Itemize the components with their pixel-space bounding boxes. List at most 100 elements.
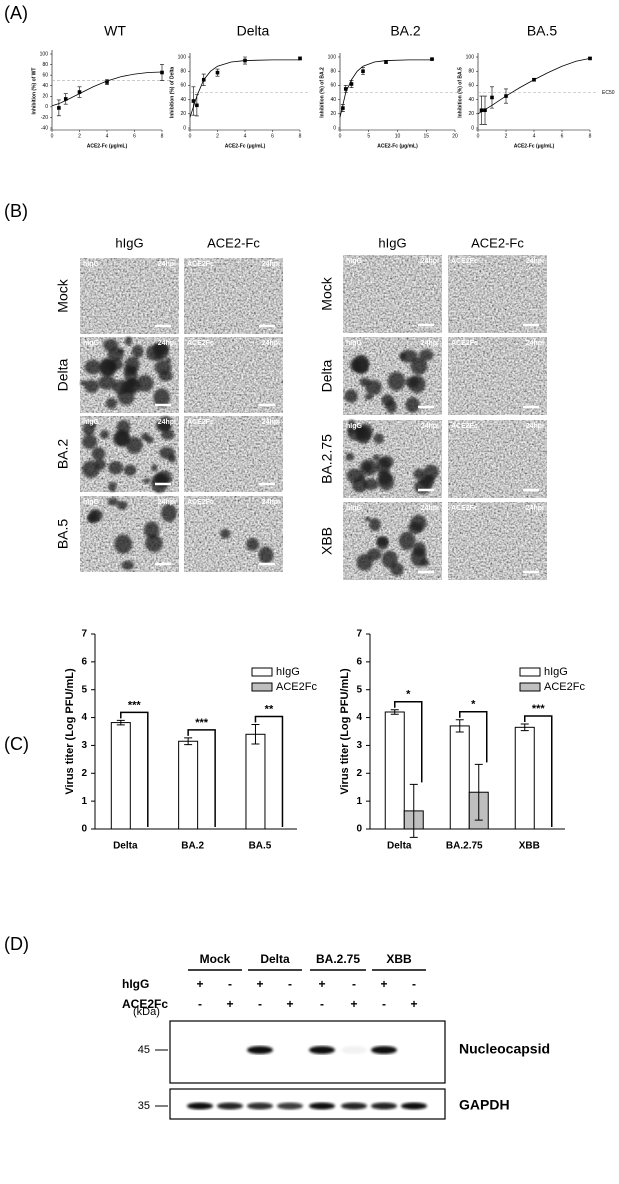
cytopathic-focus [373, 433, 384, 444]
lane-sign: + [286, 997, 293, 1011]
bar [449, 725, 470, 830]
significance-bracket [394, 701, 423, 783]
y-tick-label: -40 [41, 125, 48, 131]
y-tick-label: 7 [356, 629, 362, 640]
micrograph [184, 258, 283, 334]
data-point [349, 82, 354, 86]
cytopathic-focus [141, 432, 150, 441]
data-point [298, 56, 302, 61]
x-tick-label: 15 [423, 133, 429, 139]
cytopathic-focus [84, 359, 102, 375]
column-header: ACE2-Fc [207, 235, 260, 250]
data-point [191, 99, 196, 103]
cytopathic-focus [353, 425, 366, 435]
bar [178, 740, 199, 830]
image-tag: ACE2Fc [187, 261, 214, 268]
cytopathic-focus [400, 349, 418, 363]
data-point [195, 103, 199, 108]
x-tick-label: 0 [339, 133, 342, 139]
y-tick-label: 80 [180, 69, 186, 75]
cytopathic-focus [108, 461, 124, 475]
band [341, 1046, 367, 1054]
x-tick-label: 4 [244, 133, 247, 139]
data-point [77, 90, 82, 94]
x-tick-label: BA.5 [249, 841, 272, 852]
y-axis-title: Inhibition (%) of BA.2 [319, 67, 325, 118]
data-point [430, 57, 434, 61]
image-time: 24hpi [262, 419, 280, 426]
cytopathic-focus [412, 541, 426, 557]
lane-sign: + [256, 977, 263, 991]
column-header: hIgG [378, 235, 406, 250]
micrograph [448, 420, 547, 498]
panel-label: (A) [4, 3, 28, 23]
blot-frame [169, 1020, 446, 1084]
cytopathic-focus [410, 357, 428, 375]
cytopathic-focus [131, 344, 144, 359]
cytopathic-focus [387, 371, 406, 391]
y-tick-label: 7 [81, 629, 87, 640]
cytopathic-focus [158, 370, 173, 382]
cytopathic-focus [345, 452, 355, 462]
micrograph [448, 502, 547, 580]
lane-sign: + [196, 977, 203, 991]
data-point [361, 69, 365, 73]
cytopathic-focus [378, 473, 395, 491]
error-bar [409, 783, 418, 838]
image-tag: hIgG [346, 423, 362, 430]
x-tick-label: 10 [395, 133, 401, 139]
bar [245, 733, 266, 830]
row-label: ACE2Fc [122, 997, 168, 1011]
cytopathic-focus [405, 376, 420, 388]
data-point [243, 58, 247, 63]
row-label: BA.2.75 [319, 434, 335, 484]
y-tick-label: 0 [333, 125, 336, 131]
row-label: Mock [319, 276, 335, 310]
cytopathic-focus [100, 430, 110, 440]
image-tag: ACE2Fc [187, 340, 214, 347]
cytopathic-focus [358, 473, 366, 481]
row-label: BA.5 [55, 519, 71, 550]
image-tag: ACE2Fc [187, 499, 214, 506]
significance-bracket [459, 711, 488, 763]
cytopathic-focus [143, 521, 160, 539]
cytopathic-focus [142, 478, 151, 484]
image-tag: ACE2Fc [451, 258, 478, 265]
lane-sign: + [318, 977, 325, 991]
micrograph [80, 258, 179, 334]
significance-bracket [524, 715, 553, 827]
x-tick-label: Delta [387, 841, 412, 852]
cytopathic-focus [103, 338, 119, 352]
x-tick-label: 4 [533, 133, 536, 139]
cytopathic-focus [347, 426, 354, 434]
x-tick-label: 0 [189, 133, 192, 139]
cytopathic-focus [88, 510, 100, 524]
lane-sign: - [198, 997, 202, 1011]
image-time: 24hpi [421, 505, 439, 512]
image-tag: hIgG [346, 505, 362, 512]
significance-bracket [120, 711, 149, 827]
y-tick-label: 40 [330, 97, 336, 103]
image-time: 24hpi [526, 258, 544, 265]
error-bar [184, 737, 193, 746]
chart-title: BA.2 [390, 23, 421, 39]
x-tick-label: 4 [106, 133, 109, 139]
image-tag: hIgG [346, 340, 362, 347]
row-label: Delta [319, 359, 335, 392]
error-bar [455, 719, 464, 733]
x-tick-label: 8 [589, 133, 592, 139]
cytopathic-focus [89, 422, 97, 428]
cytopathic-focus [99, 357, 116, 378]
x-axis-title: ACE2-Fc (μg/mL) [377, 143, 418, 149]
error-bar [116, 719, 125, 726]
data-point [57, 106, 61, 110]
cytopathic-focus [372, 454, 381, 461]
y-axis-title: Inhibition (%) of BA.5 [457, 67, 463, 118]
lane-group: BA.2.75 [316, 952, 360, 966]
data-point [490, 95, 494, 100]
y-tick-label: 4 [81, 712, 87, 723]
legend-label: ACE2Fc [544, 681, 585, 693]
data-point [201, 77, 206, 82]
cytopathic-focus [379, 455, 394, 469]
